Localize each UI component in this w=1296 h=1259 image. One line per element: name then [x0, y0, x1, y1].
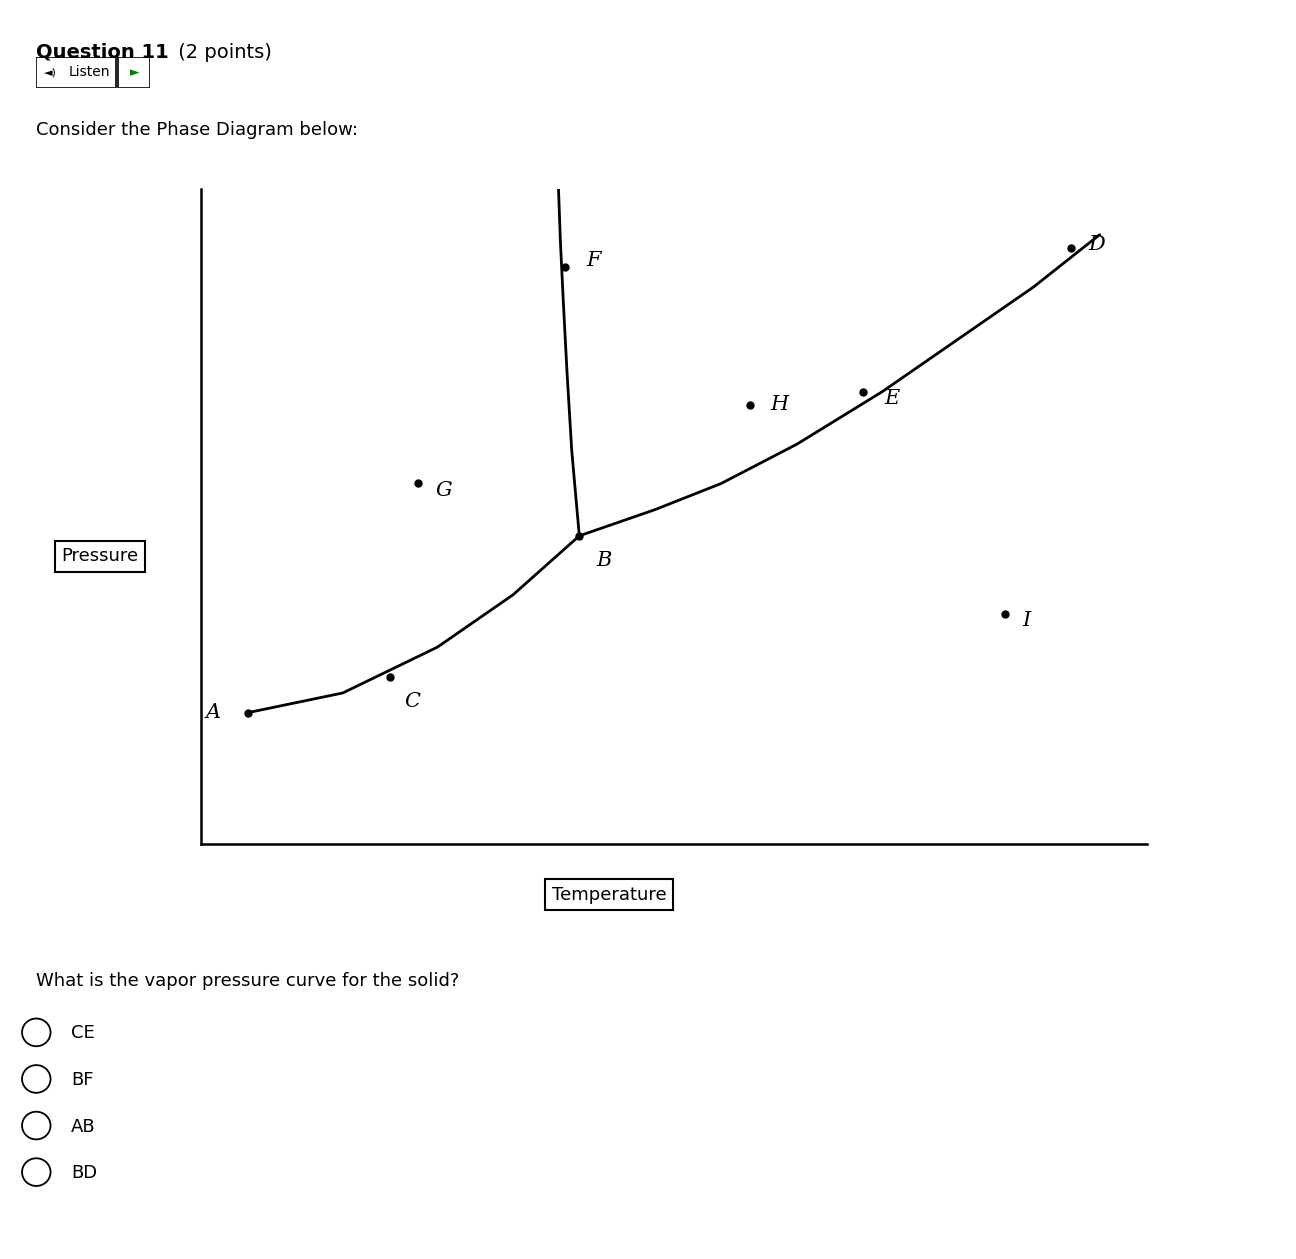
Text: CE: CE [71, 1025, 95, 1042]
Text: ◄): ◄) [44, 68, 57, 77]
Text: Question 11: Question 11 [36, 43, 168, 62]
Text: BD: BD [71, 1165, 97, 1182]
Text: What is the vapor pressure curve for the solid?: What is the vapor pressure curve for the… [36, 972, 460, 990]
Text: F: F [586, 252, 600, 271]
Text: C: C [404, 692, 420, 711]
Text: BF: BF [71, 1071, 93, 1089]
FancyBboxPatch shape [36, 57, 117, 88]
Text: (2 points): (2 points) [172, 43, 272, 62]
Text: D: D [1089, 235, 1105, 254]
FancyBboxPatch shape [118, 57, 150, 88]
Text: Consider the Phase Diagram below:: Consider the Phase Diagram below: [36, 121, 358, 138]
Text: I: I [1023, 612, 1030, 631]
Text: Listen: Listen [69, 65, 110, 79]
Text: H: H [770, 395, 789, 414]
Text: B: B [596, 551, 612, 570]
Text: A: A [206, 703, 220, 723]
Text: ►: ► [130, 65, 139, 79]
Text: E: E [884, 389, 899, 408]
Text: Pressure: Pressure [61, 548, 139, 565]
Text: AB: AB [71, 1118, 96, 1136]
Text: Temperature: Temperature [552, 885, 666, 904]
Text: G: G [435, 481, 452, 500]
